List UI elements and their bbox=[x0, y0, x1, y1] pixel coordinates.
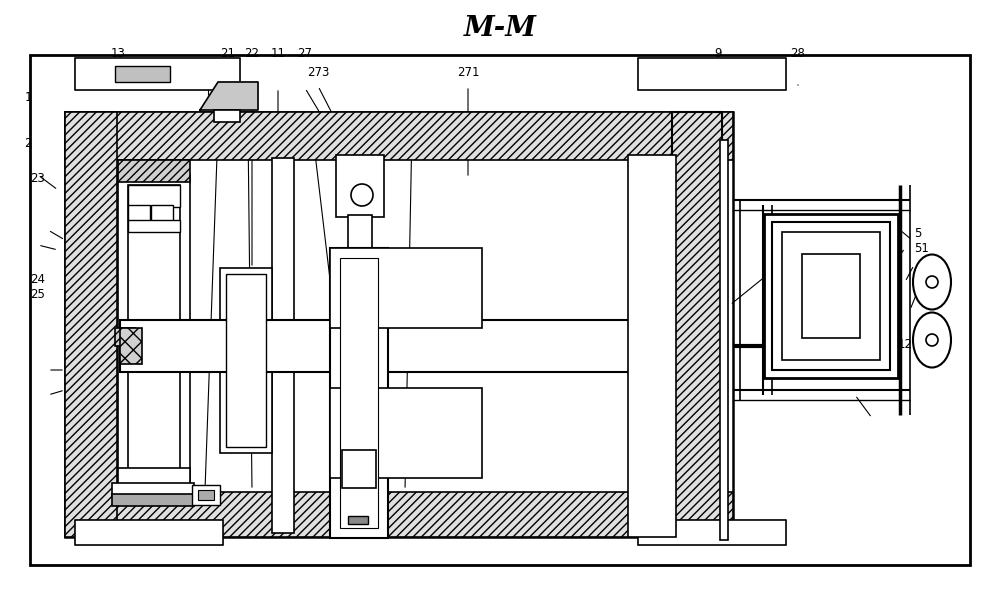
Bar bbox=[336, 155, 384, 217]
Text: 273: 273 bbox=[307, 66, 329, 79]
Bar bbox=[192, 485, 220, 505]
Text: 1: 1 bbox=[24, 91, 32, 104]
Polygon shape bbox=[200, 82, 258, 110]
Bar bbox=[348, 516, 368, 524]
Text: 23: 23 bbox=[31, 172, 45, 185]
Bar bbox=[330, 248, 482, 328]
Bar bbox=[342, 450, 376, 488]
Bar bbox=[214, 110, 240, 122]
Bar bbox=[118, 468, 190, 486]
Text: 121: 121 bbox=[929, 272, 951, 285]
Bar bbox=[330, 248, 388, 538]
Bar bbox=[65, 492, 733, 537]
FancyBboxPatch shape bbox=[638, 58, 786, 90]
Text: 2: 2 bbox=[24, 137, 32, 150]
Text: 5: 5 bbox=[914, 227, 922, 240]
Bar bbox=[120, 320, 668, 372]
Bar bbox=[220, 268, 272, 453]
Bar bbox=[128, 185, 180, 495]
Text: 271: 271 bbox=[457, 66, 479, 79]
Text: 22: 22 bbox=[245, 47, 260, 60]
Text: 13: 13 bbox=[111, 47, 125, 60]
Text: 14: 14 bbox=[864, 220, 880, 233]
Bar bbox=[348, 215, 372, 263]
Bar bbox=[672, 112, 722, 537]
Bar bbox=[128, 205, 150, 221]
Bar bbox=[115, 328, 135, 346]
Bar bbox=[30, 55, 970, 565]
FancyBboxPatch shape bbox=[75, 520, 223, 545]
Bar bbox=[782, 232, 880, 360]
Bar bbox=[340, 258, 378, 528]
Bar bbox=[720, 140, 728, 540]
Bar bbox=[120, 328, 142, 364]
Bar bbox=[118, 175, 190, 505]
Text: 9: 9 bbox=[714, 47, 722, 60]
Bar bbox=[112, 483, 194, 497]
Text: 61: 61 bbox=[922, 257, 937, 270]
Bar bbox=[330, 388, 482, 478]
Bar bbox=[65, 112, 733, 537]
Text: 25: 25 bbox=[31, 288, 45, 301]
Bar bbox=[764, 214, 898, 378]
Text: 52: 52 bbox=[405, 514, 419, 527]
Bar bbox=[772, 222, 890, 370]
Bar bbox=[128, 185, 180, 207]
Text: 111: 111 bbox=[267, 514, 289, 527]
Text: 91: 91 bbox=[211, 514, 226, 527]
Text: 11: 11 bbox=[271, 47, 286, 60]
Text: 4: 4 bbox=[366, 514, 374, 527]
Text: 27: 27 bbox=[298, 47, 313, 60]
Text: 24: 24 bbox=[31, 273, 46, 286]
Text: 26: 26 bbox=[241, 514, 256, 527]
Bar bbox=[65, 112, 733, 160]
Text: M-M: M-M bbox=[464, 14, 536, 41]
Bar bbox=[628, 155, 676, 537]
Bar bbox=[65, 112, 117, 537]
Ellipse shape bbox=[913, 255, 951, 310]
Ellipse shape bbox=[913, 313, 951, 368]
FancyBboxPatch shape bbox=[75, 58, 240, 90]
Text: 21: 21 bbox=[221, 47, 236, 60]
Bar bbox=[128, 220, 180, 232]
Bar bbox=[112, 494, 194, 506]
Bar bbox=[226, 274, 266, 447]
Bar bbox=[118, 160, 190, 182]
Text: 12: 12 bbox=[897, 338, 912, 351]
Bar bbox=[198, 490, 214, 500]
Bar bbox=[272, 158, 294, 533]
Text: 272: 272 bbox=[301, 514, 323, 527]
Bar bbox=[802, 254, 860, 338]
Text: 28: 28 bbox=[791, 47, 805, 60]
Bar bbox=[151, 205, 173, 221]
Bar bbox=[115, 66, 170, 82]
Text: 51: 51 bbox=[915, 242, 929, 255]
FancyBboxPatch shape bbox=[638, 520, 786, 545]
